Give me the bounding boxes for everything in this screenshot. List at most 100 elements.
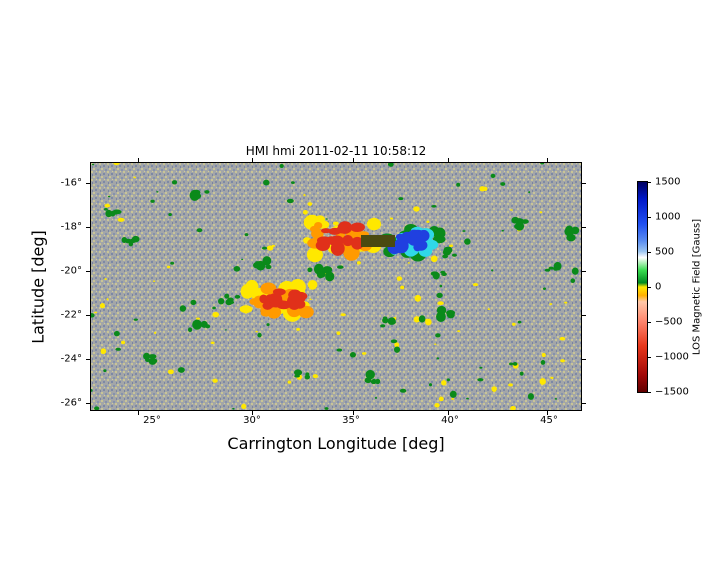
green-cluster bbox=[440, 270, 446, 274]
x-tick-label: 25° bbox=[143, 415, 161, 426]
x-axis-label: Carrington Longitude [deg] bbox=[227, 434, 445, 453]
green-cluster bbox=[451, 253, 457, 257]
green-cluster bbox=[192, 319, 202, 330]
green-speck bbox=[187, 327, 193, 333]
negative-polarity-region bbox=[306, 247, 323, 263]
green-cluster bbox=[131, 235, 140, 243]
yellow-speck bbox=[99, 303, 106, 309]
green-speck bbox=[477, 378, 484, 382]
yellow-speck bbox=[133, 176, 137, 179]
yellow-speck bbox=[303, 193, 306, 197]
green-speck bbox=[431, 204, 437, 208]
green-speck bbox=[179, 305, 187, 312]
negative-polarity-region bbox=[350, 236, 364, 250]
negative-polarity-region bbox=[315, 215, 326, 224]
green-speck bbox=[168, 212, 172, 217]
colorbar-tick-label: 0 bbox=[655, 281, 662, 293]
green-speck bbox=[500, 182, 506, 186]
yellow-speck bbox=[104, 278, 107, 280]
green-cluster bbox=[255, 261, 260, 264]
green-cluster bbox=[375, 378, 381, 385]
y-tick-label: -20° bbox=[60, 265, 82, 277]
green-speck bbox=[241, 258, 244, 261]
green-cluster bbox=[191, 192, 198, 196]
green-speck bbox=[324, 407, 329, 410]
green-cluster bbox=[365, 369, 375, 380]
green-speck bbox=[224, 329, 227, 331]
green-cluster bbox=[555, 265, 560, 269]
yellow-speck bbox=[549, 303, 553, 305]
green-speck bbox=[150, 199, 155, 203]
yellow-speck bbox=[564, 301, 568, 304]
green-speck bbox=[571, 267, 579, 275]
green-speck bbox=[462, 230, 466, 232]
yellow-speck bbox=[255, 330, 258, 333]
green-cluster bbox=[128, 241, 134, 247]
yellow-speck bbox=[407, 262, 410, 264]
x-tick-label: 35° bbox=[342, 415, 360, 426]
green-speck bbox=[107, 195, 111, 198]
green-cluster bbox=[442, 254, 449, 259]
yellow-speck bbox=[438, 396, 444, 402]
yellow-speck bbox=[559, 336, 566, 341]
green-cluster bbox=[521, 219, 529, 224]
yellow-speck bbox=[312, 374, 318, 379]
green-speck bbox=[517, 320, 522, 324]
green-cluster bbox=[148, 358, 158, 364]
green-speck bbox=[91, 388, 93, 392]
y-tick-label: -26° bbox=[60, 397, 82, 409]
green-speck bbox=[439, 284, 443, 288]
yellow-speck bbox=[166, 265, 171, 269]
green-cluster bbox=[432, 271, 440, 280]
dark-patch bbox=[361, 235, 395, 247]
green-cluster bbox=[325, 271, 335, 282]
colorbar-tick-label: 500 bbox=[655, 246, 675, 258]
green-cluster bbox=[436, 311, 446, 323]
positive-polarity-region bbox=[408, 229, 420, 238]
negative-polarity-region bbox=[336, 225, 349, 234]
negative-polarity-region bbox=[240, 284, 255, 299]
green-speck bbox=[527, 393, 535, 400]
yellow-speck bbox=[437, 301, 444, 306]
green-speck bbox=[512, 362, 518, 366]
green-speck bbox=[171, 180, 178, 185]
green-speck bbox=[398, 197, 404, 201]
green-cluster bbox=[224, 293, 230, 299]
green-speck bbox=[244, 233, 249, 237]
yellow-speck bbox=[487, 308, 491, 311]
green-speck bbox=[540, 163, 545, 165]
green-cluster bbox=[110, 211, 116, 217]
colorbar-tick-label: −1500 bbox=[655, 386, 689, 398]
green-speck bbox=[307, 267, 313, 273]
green-cluster bbox=[544, 268, 551, 272]
negative-polarity-region bbox=[310, 225, 319, 233]
green-speck bbox=[528, 191, 531, 194]
negative-polarity-region bbox=[321, 228, 331, 234]
colorbar bbox=[637, 181, 648, 393]
green-speck bbox=[115, 347, 121, 351]
colorbar-label: LOS Magnetic Field [Gauss] bbox=[691, 218, 703, 356]
yellow-speck bbox=[336, 331, 341, 336]
green-cluster bbox=[319, 271, 326, 278]
green-speck bbox=[233, 266, 241, 272]
green-speck bbox=[479, 366, 483, 369]
green-cluster bbox=[382, 317, 389, 324]
green-cluster bbox=[294, 374, 300, 378]
green-speck bbox=[554, 398, 558, 400]
green-cluster bbox=[217, 297, 225, 305]
green-speck bbox=[509, 362, 514, 366]
y-tick-label: -16° bbox=[60, 177, 82, 189]
yellow-speck bbox=[560, 359, 566, 363]
yellow-speck bbox=[113, 163, 120, 166]
green-cluster bbox=[564, 227, 574, 237]
positive-polarity-region bbox=[434, 227, 446, 239]
yellow-speck bbox=[510, 406, 516, 410]
magnetogram-background bbox=[91, 163, 581, 410]
yellow-speck bbox=[413, 316, 421, 323]
green-cluster bbox=[548, 266, 555, 270]
negative-polarity-region bbox=[307, 279, 318, 290]
green-speck bbox=[266, 323, 270, 327]
green-speck bbox=[436, 292, 443, 299]
green-speck bbox=[156, 191, 159, 193]
green-speck bbox=[540, 360, 546, 365]
